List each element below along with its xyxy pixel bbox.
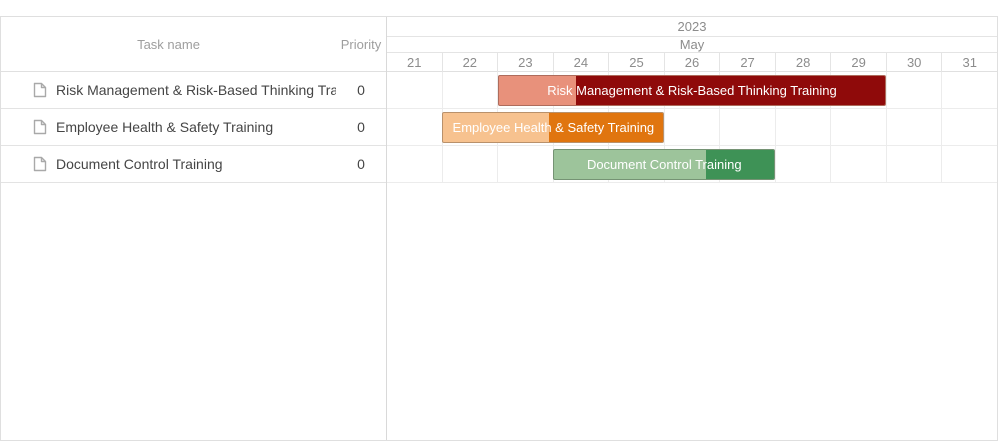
timescale-year: 2023 xyxy=(387,17,997,37)
task-name-label: Risk Management & Risk-Based Thinking Tr… xyxy=(56,82,336,98)
task-bars-layer: Risk Management & Risk-Based Thinking Tr… xyxy=(387,72,997,440)
timeline-day-cell xyxy=(831,109,887,145)
task-name-label: Document Control Training xyxy=(56,156,223,172)
document-icon xyxy=(33,156,47,172)
task-bar[interactable]: Employee Health & Safety Training xyxy=(442,112,665,143)
task-priority-value: 0 xyxy=(357,156,365,172)
timeline-day-cell xyxy=(609,109,665,145)
task-row[interactable]: Document Control Training 0 xyxy=(1,146,386,183)
timeline-day-cell xyxy=(720,109,776,145)
task-name-cell: Employee Health & Safety Training xyxy=(1,119,336,135)
timeline-day-cell xyxy=(887,146,943,182)
timeline-day-cell xyxy=(887,72,943,108)
timeline-header: 2023 May 21 22 23 24 25 26 27 28 29 30 31 xyxy=(387,17,997,72)
gantt-widget: Task name Priority Risk Management & Ris… xyxy=(0,16,998,441)
timeline-day-cell xyxy=(831,146,887,182)
grid-header: Task name Priority xyxy=(1,17,386,72)
task-row[interactable]: Risk Management & Risk-Based Thinking Tr… xyxy=(1,72,386,109)
task-grid: Task name Priority Risk Management & Ris… xyxy=(1,17,387,440)
document-icon xyxy=(33,119,47,135)
task-name-label: Employee Health & Safety Training xyxy=(56,119,274,135)
timescale-day-cell: 21 xyxy=(387,53,443,72)
timeline-day-cell xyxy=(887,109,943,145)
timeline-body: Risk Management & Risk-Based Thinking Tr… xyxy=(387,72,997,440)
task-bar-remainder xyxy=(548,113,664,142)
timescale-day-cell: 27 xyxy=(720,53,776,72)
task-bar-remainder xyxy=(706,150,775,179)
timeline-day-cell xyxy=(387,72,443,108)
timeline-day-cell xyxy=(776,109,832,145)
timeline-day-cell xyxy=(443,72,499,108)
priority-column-header: Priority xyxy=(340,36,382,52)
timescale-month: May xyxy=(387,37,997,53)
timeline-day-cell xyxy=(720,146,776,182)
timeline-day-cell xyxy=(387,146,443,182)
task-bar[interactable]: Risk Management & Risk-Based Thinking Tr… xyxy=(497,75,887,106)
timescale-day-cell: 28 xyxy=(776,53,832,72)
task-bar-label: Risk Management & Risk-Based Thinking Tr… xyxy=(547,83,837,98)
timescale-day-cell: 24 xyxy=(554,53,610,72)
timescale-day-cell: 26 xyxy=(665,53,721,72)
task-name-cell: Risk Management & Risk-Based Thinking Tr… xyxy=(1,82,336,98)
timeline-day-cell xyxy=(498,146,554,182)
timescale-day-cell: 23 xyxy=(498,53,554,72)
task-priority-value: 0 xyxy=(357,82,365,98)
task-name-cell: Document Control Training xyxy=(1,156,336,172)
timeline-day-cell xyxy=(387,109,443,145)
task-bar-label: Document Control Training xyxy=(586,157,742,172)
task-bar-label: Employee Health & Safety Training xyxy=(452,120,655,135)
timescale-day-cell: 29 xyxy=(831,53,887,72)
task-bar[interactable]: Document Control Training xyxy=(553,149,776,180)
timescale-day-cell: 31 xyxy=(962,55,977,70)
task-name-column-header: Task name xyxy=(137,36,200,52)
timeline-day-cell xyxy=(831,72,887,108)
timescale-days: 21 22 23 24 25 26 27 28 29 30 31 xyxy=(387,53,997,72)
timescale-day-cell: 22 xyxy=(443,53,499,72)
timescale-day-cell: 30 xyxy=(887,53,943,72)
timescale-day-cell: 25 xyxy=(609,53,665,72)
document-icon xyxy=(33,82,47,98)
timeline-day-cell xyxy=(665,109,721,145)
task-row[interactable]: Employee Health & Safety Training 0 xyxy=(1,109,386,146)
task-bar-remainder xyxy=(576,76,886,105)
timeline-day-cell xyxy=(443,146,499,182)
grid-body: Risk Management & Risk-Based Thinking Tr… xyxy=(1,72,386,183)
task-priority-value: 0 xyxy=(357,119,365,135)
timeline-day-cell xyxy=(776,146,832,182)
timeline: 2023 May 21 22 23 24 25 26 27 28 29 30 31 Risk Man… xyxy=(387,17,997,440)
